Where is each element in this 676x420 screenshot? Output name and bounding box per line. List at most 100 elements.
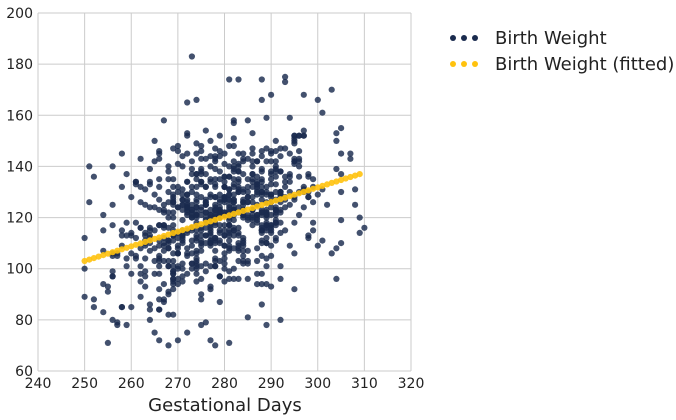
data-point — [188, 206, 195, 213]
fitted-point — [342, 175, 349, 182]
data-point — [100, 281, 107, 288]
data-point — [254, 245, 261, 252]
data-point — [184, 252, 191, 259]
data-point — [179, 196, 186, 203]
fitted-point — [193, 222, 200, 229]
data-point — [254, 181, 261, 188]
data-point — [356, 214, 363, 221]
data-point — [188, 158, 195, 165]
data-point — [132, 219, 139, 226]
fitted-point — [254, 203, 261, 210]
x-tick-label: 280 — [211, 376, 238, 392]
data-point — [174, 183, 181, 190]
data-point — [254, 211, 261, 219]
data-point — [282, 173, 289, 180]
data-point — [100, 247, 107, 254]
data-point — [142, 232, 149, 239]
data-point — [160, 117, 167, 124]
data-point — [212, 206, 219, 213]
data-point — [268, 176, 275, 183]
fitted-point — [291, 191, 298, 198]
data-point — [100, 309, 107, 316]
data-point — [230, 265, 237, 272]
data-point — [291, 286, 298, 293]
data-point — [258, 178, 265, 185]
data-point — [207, 263, 214, 270]
data-point — [202, 260, 209, 267]
data-point — [132, 234, 139, 242]
data-point — [244, 155, 251, 162]
data-point — [258, 183, 265, 190]
data-point — [216, 153, 223, 160]
data-point — [361, 224, 368, 231]
data-point — [156, 196, 163, 203]
data-point — [221, 183, 228, 190]
data-point — [235, 163, 242, 170]
data-point — [268, 229, 275, 236]
data-point — [123, 321, 130, 329]
data-point — [90, 304, 97, 311]
data-point — [170, 250, 177, 257]
data-point — [156, 242, 163, 249]
data-point — [202, 209, 209, 216]
data-point — [170, 222, 177, 229]
data-point — [156, 206, 163, 213]
data-point — [165, 214, 172, 221]
data-point — [174, 234, 181, 242]
data-point — [221, 209, 228, 216]
data-point — [207, 237, 214, 244]
data-point — [123, 232, 130, 239]
data-point — [174, 142, 181, 150]
data-point — [324, 201, 331, 208]
data-point — [109, 268, 116, 275]
data-point — [179, 240, 186, 247]
data-point — [188, 242, 195, 249]
data-point — [142, 268, 149, 275]
data-point — [221, 222, 228, 229]
data-point — [244, 214, 251, 221]
data-point — [216, 204, 223, 211]
data-point — [188, 201, 195, 208]
data-point — [212, 194, 219, 201]
data-point — [198, 232, 205, 239]
fitted-point — [356, 171, 363, 178]
data-point — [272, 188, 279, 196]
data-point — [263, 211, 270, 219]
data-point — [263, 263, 270, 270]
data-point — [207, 137, 214, 144]
data-point — [282, 78, 289, 86]
data-point — [263, 183, 270, 190]
data-point — [230, 224, 237, 231]
data-point — [277, 188, 284, 196]
data-point — [230, 176, 237, 183]
legend-marker-fitted — [472, 61, 478, 67]
data-point — [100, 227, 107, 234]
y-tick-label: 140 — [6, 159, 33, 175]
data-point — [207, 227, 214, 234]
data-point — [156, 337, 163, 344]
data-point — [249, 130, 256, 137]
data-point — [258, 270, 265, 277]
data-point — [202, 240, 209, 247]
data-point — [310, 199, 317, 206]
data-point — [146, 316, 153, 323]
data-point — [118, 232, 125, 239]
data-point — [216, 273, 223, 280]
data-point — [268, 191, 275, 198]
fitted-point — [123, 244, 130, 251]
data-point — [170, 209, 177, 216]
data-point — [310, 227, 317, 234]
data-point — [216, 229, 223, 236]
data-point — [333, 245, 340, 252]
data-point — [174, 188, 181, 196]
data-point — [282, 73, 289, 80]
birth-weight-points — [81, 53, 368, 349]
data-point — [216, 148, 223, 155]
x-tick-label: 320 — [398, 376, 425, 392]
data-point — [272, 165, 279, 173]
data-point — [193, 227, 200, 234]
data-point — [174, 148, 181, 155]
data-point — [188, 171, 195, 178]
data-point — [198, 247, 205, 254]
